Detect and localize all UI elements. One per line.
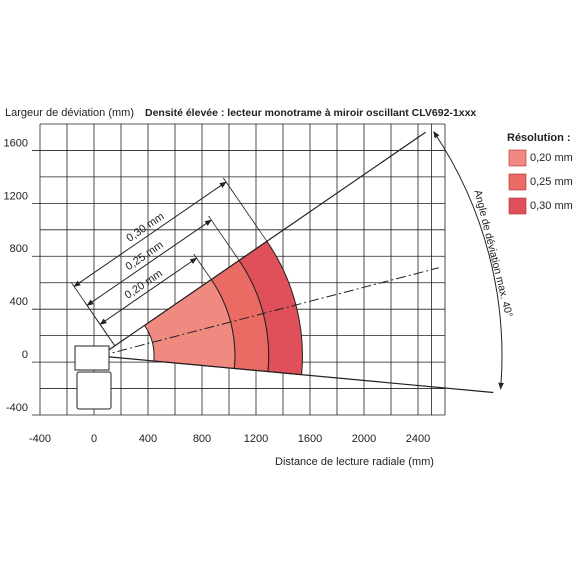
legend-label: 0,25 mm — [530, 176, 573, 188]
x-tick-label: 2000 — [352, 433, 376, 445]
x-tick-label: 1600 — [298, 433, 322, 445]
legend-swatch — [508, 149, 527, 167]
scanner-icon — [74, 345, 112, 410]
legend: 0,20 mm 0,25 mm 0,30 mm — [508, 149, 573, 215]
y-tick-label: 0 — [22, 349, 28, 361]
y-tick-label: 1200 — [4, 190, 28, 202]
legend-title: Résolution : — [507, 132, 571, 144]
y-tick-label: 800 — [10, 243, 28, 255]
scanner-head — [74, 345, 110, 371]
legend-label: 0,20 mm — [530, 152, 573, 164]
x-tick-label: 0 — [91, 433, 97, 445]
x-tick-label: 2400 — [406, 433, 430, 445]
x-axis-label: Distance de lecture radiale (mm) — [275, 456, 434, 468]
extension-line — [70, 282, 116, 347]
lower-ray — [99, 355, 494, 394]
legend-label: 0,30 mm — [530, 200, 573, 212]
legend-swatch — [508, 173, 527, 191]
x-tick-label: 400 — [139, 433, 157, 445]
angle-arc — [433, 131, 504, 390]
grid: -400 0 400 800 1200 1600 2000 2400 -400 0 400 800 12… — [4, 123, 446, 445]
y-axis-label: Largeur de déviation (mm) — [5, 107, 134, 119]
extension-line — [222, 177, 268, 242]
x-tick-label: -400 — [29, 433, 51, 445]
center-line — [99, 267, 439, 357]
legend-swatch — [508, 197, 527, 215]
scanner-body — [76, 371, 112, 410]
x-tick-label: 1200 — [244, 433, 268, 445]
dimension-line — [73, 181, 227, 287]
y-tick-label: 1600 — [4, 137, 28, 149]
x-tick-label: 800 — [193, 433, 211, 445]
y-tick-label: -400 — [6, 402, 28, 414]
y-tick-label: 400 — [10, 296, 28, 308]
chart-title: Densité élevée : lecteur monotrame à mir… — [145, 107, 476, 119]
